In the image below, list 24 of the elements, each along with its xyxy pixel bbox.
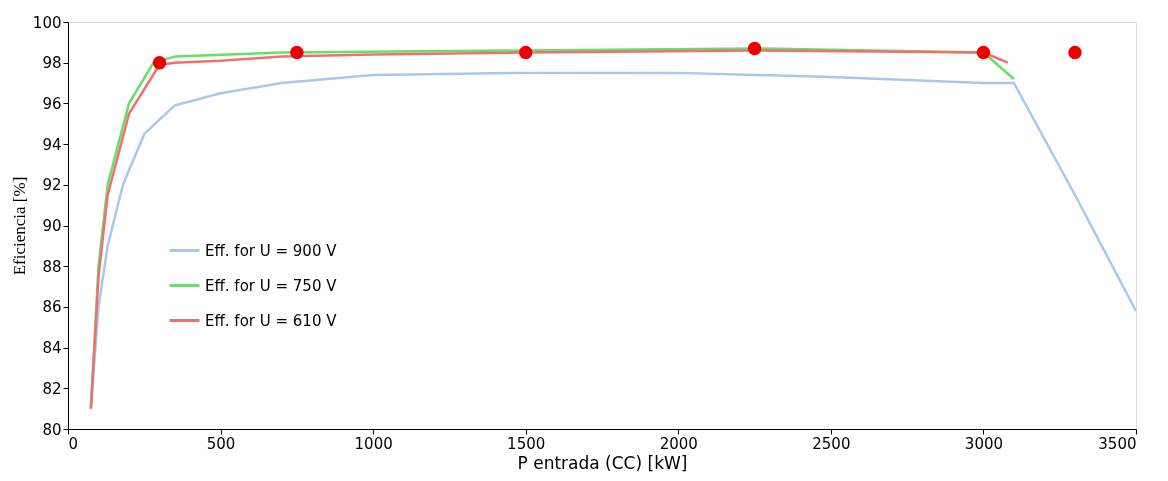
y-tick-label: 88	[42, 257, 62, 276]
legend-label: Eff. for U = 610 V	[205, 311, 338, 330]
y-tick-label: 86	[42, 298, 62, 317]
x-tick-label: 0	[68, 434, 79, 453]
x-axis-title: P entrada (CC) [kW]	[517, 452, 688, 473]
y-tick-label: 94	[42, 135, 62, 154]
legend-label: Eff. for U = 900 V	[205, 241, 338, 260]
x-tick-label: 500	[206, 434, 236, 453]
y-axis-title: Eficiencia [%]	[9, 176, 29, 276]
y-tick-label: 82	[42, 379, 62, 398]
y-tick-label: 100	[32, 13, 62, 32]
x-tick-label: 1500	[507, 434, 546, 453]
y-tick-label: 84	[42, 339, 62, 358]
x-tick-label: 2000	[659, 434, 698, 453]
x-tick-label: 3500	[1098, 434, 1137, 453]
x-tick-label: 1000	[354, 434, 393, 453]
x-tick-label: 3000	[964, 434, 1004, 453]
y-tick-label: 98	[42, 54, 62, 73]
y-tick-label: 90	[42, 217, 62, 235]
y-tick-label: 80	[42, 420, 62, 439]
x-tick-label: 2500	[812, 434, 851, 453]
legend-label: Eff. for U = 750 V	[205, 276, 338, 295]
y-tick-label: 92	[42, 176, 62, 195]
y-tick-label: 96	[42, 94, 62, 113]
